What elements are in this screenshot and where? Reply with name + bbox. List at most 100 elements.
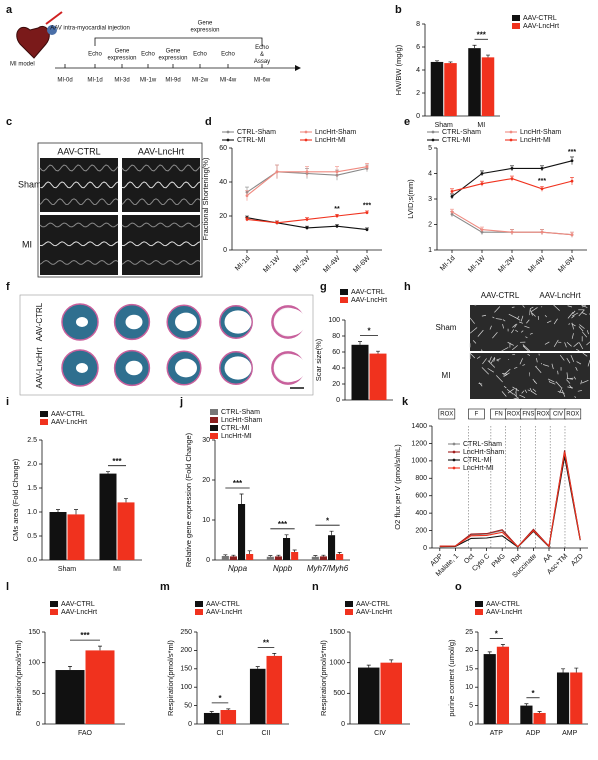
y-tick-label: 4: [428, 170, 432, 177]
error-bar: [231, 554, 236, 557]
membrane: [581, 380, 589, 384]
error-bar: [292, 549, 297, 552]
legend-marker: [452, 450, 456, 454]
y-tick-label: 10: [202, 517, 210, 524]
bar: [229, 556, 237, 560]
bar: [203, 712, 220, 724]
legend-label: AAV-LncHrt: [523, 23, 559, 30]
membrane: [512, 386, 520, 392]
legend-label: CTRL-Sham: [221, 409, 260, 416]
panel-label: a: [6, 4, 13, 16]
error-bar: [321, 554, 326, 557]
panel-label: f: [6, 281, 10, 293]
point: [365, 211, 369, 215]
y-tick-label: 20: [219, 213, 227, 220]
bar: [99, 473, 117, 560]
y-tick-label: 2.0: [27, 461, 37, 468]
point: [245, 218, 249, 221]
x-tick-label: Nppa: [228, 564, 248, 573]
y-tick-label: 0: [341, 721, 345, 728]
membrane: [573, 342, 579, 348]
membrane: [586, 330, 589, 335]
y-tick-label: 0: [423, 545, 427, 552]
membrane: [553, 318, 558, 325]
legend-swatch: [50, 609, 58, 615]
legend-label: AAV-CTRL: [486, 601, 520, 608]
error-bar: [487, 651, 492, 655]
legend-label: AAV-LncHrt: [486, 609, 522, 616]
echo-image: [40, 215, 118, 275]
membrane: [575, 366, 578, 371]
y-tick-label: 100: [28, 660, 40, 667]
legend-swatch: [195, 609, 203, 615]
error-bar: [226, 708, 231, 711]
membrane: [581, 312, 587, 316]
x-tick-label: CIV: [374, 730, 386, 737]
membrane: [513, 393, 519, 400]
y-tick-label: 400: [415, 510, 427, 517]
y-axis-label: Respiration(pmol/s*ml): [14, 640, 23, 716]
bar: [246, 554, 254, 560]
legend-marker: [304, 138, 308, 142]
membrane: [542, 364, 550, 367]
y-tick-label: 1.5: [27, 485, 37, 492]
legend-label: AAV-LncHrt: [206, 609, 242, 616]
point: [540, 167, 544, 170]
point: [450, 210, 454, 214]
significance-label: *: [218, 694, 222, 703]
legend-label: AAV-LncHrt: [61, 609, 97, 616]
membrane: [586, 341, 591, 346]
error-bar: [358, 341, 362, 345]
bar: [274, 556, 282, 560]
membrane: [503, 385, 507, 389]
legend-label: AAV-LncHrt: [356, 609, 392, 616]
legend-label: LncHrt-Sham: [221, 417, 262, 424]
membrane: [501, 347, 509, 352]
legend-swatch: [475, 609, 483, 615]
legend-swatch: [512, 23, 520, 29]
point: [510, 167, 514, 170]
membrane: [522, 345, 529, 352]
y-tick-label: 10: [465, 684, 473, 691]
y-tick-label: 8: [416, 21, 420, 28]
membrane: [495, 318, 502, 320]
significance-label: *: [367, 327, 371, 336]
bar: [266, 655, 283, 724]
y-tick-label: 40: [332, 365, 340, 372]
membrane: [571, 315, 575, 319]
bar: [49, 512, 67, 560]
legend-label: CTRL-Sham: [463, 441, 502, 448]
significance-label: **: [334, 206, 340, 213]
y-axis-label: purine content (umol/g): [447, 639, 456, 717]
error-bar: [366, 664, 371, 668]
membrane: [529, 308, 533, 316]
point: [245, 194, 249, 198]
membrane: [566, 342, 572, 347]
membrane: [487, 368, 494, 373]
virus-icon: [47, 25, 57, 35]
legend-marker: [431, 130, 435, 134]
y-axis-label: Respiration(pmol/s*ml): [319, 640, 328, 716]
error-bar: [124, 498, 128, 503]
panel-label: d: [205, 116, 212, 128]
y-tick-label: 25: [465, 629, 473, 636]
membrane: [511, 329, 515, 334]
bar: [369, 353, 387, 400]
legend-label: CTRL-MI: [463, 457, 491, 464]
panel-label: m: [160, 581, 170, 593]
micrograph: [470, 305, 530, 351]
panel-label: j: [179, 396, 183, 408]
x-tick-label: Myh7/Myh6: [307, 564, 349, 573]
timeline-event: Gene expression: [158, 48, 187, 61]
column-label: AAV-CTRL: [481, 291, 520, 300]
membrane: [477, 329, 484, 337]
membrane: [493, 357, 496, 362]
point: [450, 212, 454, 216]
heart-lumen: [224, 356, 252, 380]
panel-label: g: [320, 281, 327, 293]
bar: [444, 63, 457, 116]
membrane: [508, 313, 516, 318]
membrane: [519, 394, 526, 398]
series-line: [439, 452, 581, 548]
timeline-event: Echo & Assay: [254, 45, 270, 65]
